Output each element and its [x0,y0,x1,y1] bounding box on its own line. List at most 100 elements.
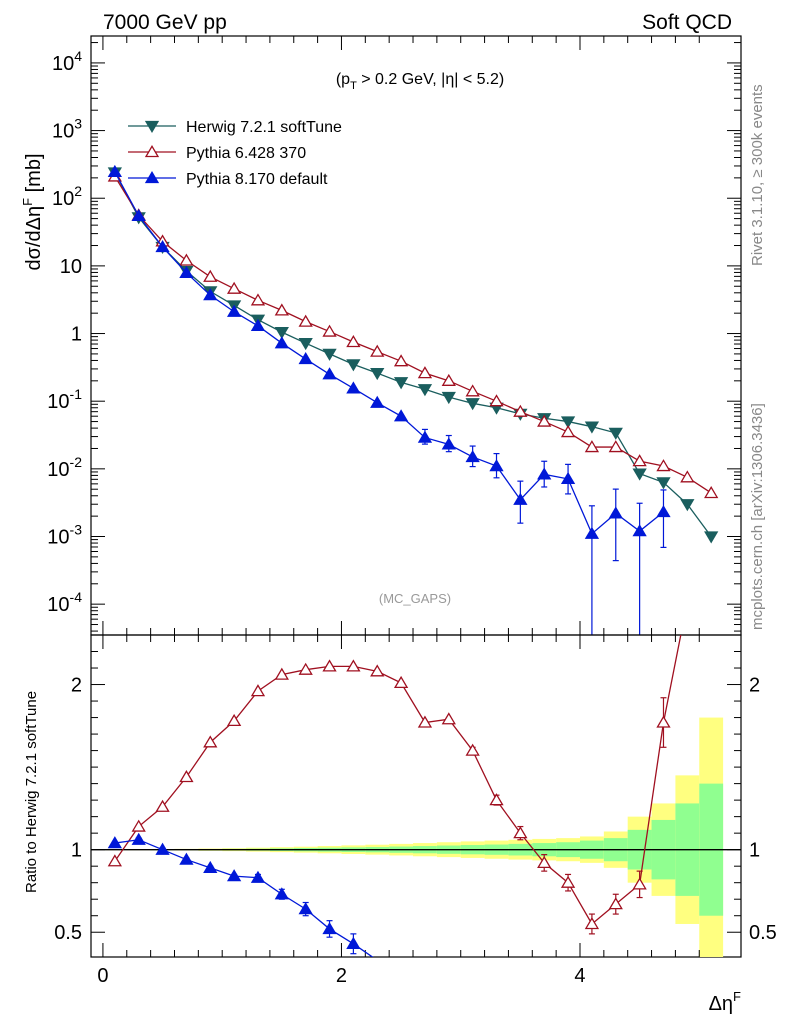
series-line-pythia8 [114,171,664,535]
mcplots-label: mcplots.cern.ch [arXiv:1306.3436] [749,403,766,630]
data-point [537,414,552,427]
ratio-point [346,659,361,672]
data-point [346,335,361,348]
data-point [226,304,242,317]
legend-entry: Herwig 7.2.1 softTune [128,119,342,136]
ratio-point [346,936,361,949]
main-ytick-label: 10 [60,256,82,278]
cut-label: (pT > 0.2 GeV, |η| < 5.2) [336,71,504,92]
legend: Herwig 7.2.1 softTune Pythia 6.428 370 Pyt… [128,119,342,188]
legend-marker [144,145,160,158]
ratio-point [274,667,289,680]
ratio-point [560,875,576,888]
ratio-point [537,855,552,869]
data-point [584,440,600,453]
ratio-series-pythia6 [107,635,682,935]
ratio-point [417,715,433,728]
ratio-point [370,664,385,677]
data-point [465,384,480,397]
data-point [560,425,576,438]
ratio-point [298,662,313,675]
ratio-point [155,799,170,812]
data-point [560,416,576,429]
xtick-label: 2 [336,965,347,987]
data-point [656,459,671,472]
data-point [441,373,456,386]
data-point [608,440,623,453]
data-point [513,404,528,417]
ratio-point [274,887,289,900]
xtick-label: 4 [574,965,585,987]
ratio-point [393,675,409,689]
ratio-point [107,854,122,867]
ratio-point [513,826,528,839]
data-point [632,454,647,467]
ratio-ytick-label: 0.5 [54,922,82,944]
ratio-point [131,832,146,845]
ratio-point [131,819,146,832]
data-point [560,471,576,485]
ratio-point [584,916,600,930]
data-point [465,449,480,463]
series-line-herwig [114,172,712,537]
data-point [322,367,337,380]
data-point [322,348,337,361]
data-point [274,303,289,316]
data-point [465,398,480,411]
ratio-point [465,743,480,756]
data-point [179,265,194,278]
ratio-ytick-label-right: 1 [749,840,760,862]
data-point [680,470,695,483]
data-point [584,526,600,539]
data-point [298,352,313,365]
data-point [417,384,433,397]
main-ytick-label: 102 [52,183,82,210]
data-point [704,531,719,544]
x-axis-label: ΔηF [709,989,741,1015]
data-point [370,344,385,357]
ratio-point [203,860,218,873]
xtick-label: 0 [97,965,108,987]
ratio-point [322,659,337,672]
ratio-ytick-label: 1 [71,840,82,862]
legend-label: Herwig 7.2.1 softTune [186,119,342,136]
data-point [203,269,218,282]
main-ytick-label: 104 [52,48,82,75]
data-point [656,477,671,490]
data-point [393,354,409,367]
ratio-point [656,715,671,728]
ratio-point [608,897,623,910]
data-point [489,459,504,472]
data-point [537,467,552,480]
legend-label: Pythia 6.428 370 [186,145,306,162]
main-ytick-label: 10-3 [47,522,82,549]
main-ytick-label: 10-4 [47,589,82,616]
data-point [131,208,146,221]
main-ytick-label: 1 [71,324,82,346]
series-line-pythia6 [114,176,712,494]
data-point [298,314,313,327]
data-point [656,505,671,518]
series-herwig [107,167,719,544]
ratio-line-pythia6 [114,635,682,925]
legend-marker [144,120,160,133]
watermark: (MC_GAPS) [379,591,451,606]
header-left: 7000 GeV pp [103,11,227,34]
data-point [250,293,266,306]
data-point [632,468,647,481]
data-point [608,506,623,519]
data-point [632,524,647,537]
legend-marker [144,171,160,184]
ratio-point [155,842,170,855]
rivet-label: Rivet 3.1.10, ≥ 300k events [749,84,766,266]
ratio-point [489,793,504,806]
main-ylabel: dσ/dΔηF [mb] [20,153,45,270]
ratio-series-pythia8 [107,832,374,957]
series-pythia8 [107,164,671,635]
data-point [179,253,194,266]
ratio-ytick-label: 2 [71,675,82,697]
ratio-frame [90,634,742,958]
data-point [370,395,385,408]
ratio-panel: 0.5 0.5 1 1 2 2 0 2 4 Ratio to Herwig 7.2.1 soft… [23,634,777,1015]
